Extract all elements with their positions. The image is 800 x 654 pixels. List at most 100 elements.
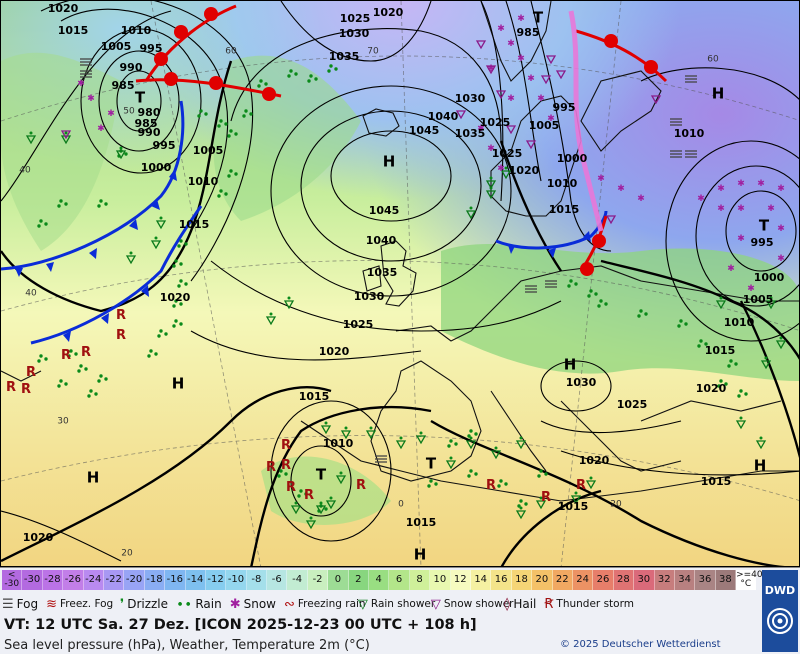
rain-symbol — [697, 339, 708, 348]
fog-symbol — [685, 75, 697, 83]
pressure-label: 1015 — [701, 475, 732, 488]
svg-text:R: R — [61, 348, 71, 363]
rain-shower-symbol — [265, 312, 277, 326]
scale-swatch: 6 — [389, 570, 410, 590]
rain-shower-symbol — [735, 416, 747, 430]
snow-shower-symbol — [475, 40, 487, 50]
temperature-labels: 40 40 30 20 60 50 70 60 0 20 — [19, 47, 719, 559]
rain-shower-symbol — [535, 496, 547, 510]
svg-text:R: R — [81, 345, 91, 360]
scale-swatch: 0 — [328, 570, 349, 590]
weather-legend-item: ▽ Rain shower — [358, 597, 435, 612]
rain-shower-symbol — [315, 501, 327, 515]
rain-shower-symbol — [283, 296, 295, 310]
temperature-label: 0 — [398, 500, 404, 510]
pressure-label: 1030 — [455, 92, 486, 105]
svg-text:✱: ✱ — [717, 184, 725, 194]
scale-swatch-min: < -30 — [2, 570, 23, 590]
rain-symbol — [37, 354, 48, 363]
pressure-label: 1015 — [705, 344, 736, 357]
scale-swatch: -16 — [165, 570, 186, 590]
thunderstorm-symbol: R — [356, 478, 366, 493]
svg-text:R: R — [281, 438, 291, 453]
rain-symbol — [227, 169, 238, 178]
weather-legend-icon: ❜ — [120, 596, 125, 612]
weather-legend-icon: ✱ — [229, 596, 241, 612]
scale-swatch: 30 — [634, 570, 655, 590]
rain-symbol — [157, 329, 168, 338]
rain-symbol — [172, 319, 183, 328]
pressure-label: 1020 — [160, 291, 191, 304]
svg-text:R: R — [356, 478, 366, 493]
rain-symbol — [77, 364, 88, 373]
pressure-label: 1035 — [455, 127, 486, 140]
snow-symbol: ✱ — [777, 184, 785, 194]
snow-symbol: ✱ — [637, 194, 645, 204]
pressure-label: 1020 — [23, 531, 54, 544]
low-pressure-center: T — [316, 466, 327, 484]
svg-text:✱: ✱ — [597, 174, 605, 184]
snow-symbol: ✱ — [537, 94, 545, 104]
svg-text:✱: ✱ — [697, 194, 705, 204]
rain-symbol — [257, 79, 268, 88]
weather-symbols: ✱✱✱✱✱✱✱✱✱✱✱✱ ✱✱ ✱ ✱ ✱✱ ✱ ✱✱✱✱✱✱✱✱✱✱✱✱✱R RRR RRRR… — [6, 14, 787, 530]
rain-symbol — [57, 199, 68, 208]
rain-symbol — [172, 259, 183, 268]
svg-text:✱: ✱ — [87, 94, 95, 104]
snow-symbol: ✱ — [547, 114, 555, 124]
pressure-label: 1010 — [674, 127, 705, 140]
rain-shower-symbol — [515, 506, 527, 520]
rain-shower-symbol — [335, 471, 347, 485]
rain-symbol — [717, 379, 728, 388]
temperature-label: 50 — [123, 107, 135, 117]
rain-shower-symbol — [490, 446, 502, 460]
pressure-label: 1010 — [121, 24, 152, 37]
pressure-label: 1015 — [558, 500, 589, 513]
snow-symbol: ✱ — [747, 284, 755, 294]
rain-symbol — [97, 199, 108, 208]
pressure-label: 1015 — [406, 516, 437, 529]
high-pressure-center: H — [172, 375, 185, 393]
svg-text:✱: ✱ — [767, 204, 775, 214]
scale-swatch: -30 — [22, 570, 43, 590]
rain-symbol — [197, 109, 208, 118]
svg-text:R: R — [486, 478, 496, 493]
scale-swatch: -28 — [42, 570, 64, 590]
dwd-swirl-icon — [767, 608, 793, 634]
snow-shower-symbol — [605, 215, 617, 225]
dwd-logo-text: DWD — [764, 584, 796, 597]
thunderstorm-symbol: R — [81, 345, 91, 360]
svg-text:✱: ✱ — [497, 164, 505, 174]
rain-shower-symbol — [570, 491, 582, 505]
pressure-centers: H H H H H H H T T T T T — [87, 9, 770, 564]
pressure-label: 1040 — [428, 110, 459, 123]
rain-symbol — [467, 429, 478, 438]
fog-symbol — [685, 150, 697, 158]
svg-text:R: R — [541, 490, 551, 505]
snow-symbol: ✱ — [777, 224, 785, 234]
snow-shower-symbol — [455, 110, 467, 120]
snow-symbol: ✱ — [727, 264, 735, 274]
fog-symbol — [525, 285, 537, 293]
thunderstorm-symbol: R — [576, 478, 586, 493]
rain-symbol — [227, 129, 238, 138]
pressure-label: 1010 — [188, 175, 219, 188]
temperature-label: 60 — [707, 55, 719, 65]
rain-shower-symbol — [395, 436, 407, 450]
thunderstorm-symbol: R — [6, 380, 16, 395]
pressure-label: 980 — [138, 106, 161, 119]
rain-shower-symbol — [125, 251, 137, 265]
low-pressure-center: T — [533, 9, 544, 27]
pressure-label: 990 — [120, 61, 143, 74]
occlusion — [568, 10, 604, 232]
temperature-scale: < -30 -30 -28 -26 -24 -22 -20 -18 -16 -14 -12 -10 -8-… — [2, 570, 763, 592]
rain-symbol — [177, 239, 188, 248]
rain-symbol — [597, 299, 608, 308]
svg-text:✱: ✱ — [777, 224, 785, 234]
warm-front — [135, 4, 668, 276]
scale-swatch: -18 — [144, 570, 166, 590]
high-pressure-center: H — [754, 457, 767, 475]
scale-swatch: 36 — [695, 570, 716, 590]
svg-text:R: R — [21, 382, 31, 397]
low-pressure-center: T — [759, 217, 770, 235]
